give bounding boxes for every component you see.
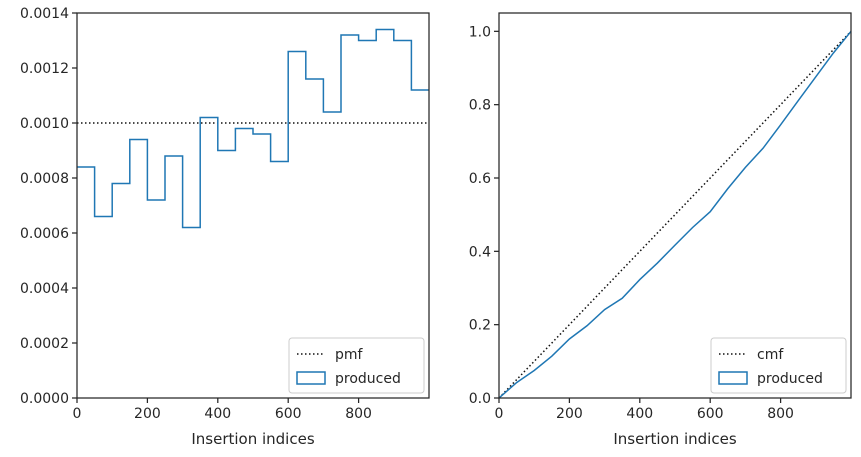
left-legend-produced-label: produced [335,371,401,387]
right-x-axis-label: Insertion indices [613,430,736,448]
left-y-tick-label: 0.0012 [20,61,69,77]
right-y-tick-label: 0.2 [469,318,491,334]
right-y-tick-label: 0.4 [469,244,491,260]
right-x-tick-label: 800 [767,406,794,422]
left-legend-pmf-label: pmf [335,347,364,363]
right-legend: cmf produced [710,337,847,394]
right-y-tick-label: 0.8 [469,98,491,114]
left-plot-area [77,28,429,229]
left-x-tick-label: 200 [134,406,161,422]
right-legend-box [710,337,847,394]
left-x-tick-label: 0 [73,406,82,422]
right-x-tick-label: 0 [495,406,504,422]
left-series-produced-line [77,28,429,229]
left-y-tick-label: 0.0006 [20,226,69,242]
left-y-tick-label: 0.0004 [20,281,69,297]
left-y-tick-label: 0.0014 [20,6,69,22]
right-panel: 0 200 400 600 800 0.0 0.2 0.4 0.6 0.8 1.0 Insertion… [469,12,852,448]
left-axes-frame [76,12,430,399]
right-series-produced-line [499,30,851,398]
left-legend: pmf produced [288,337,425,394]
left-y-tick-label: 0.0000 [20,391,69,407]
left-x-tick-label: 800 [345,406,372,422]
left-legend-produced-swatch [296,371,326,385]
right-y-tick-label: 0.6 [469,171,491,187]
left-y-tick-label: 0.0010 [20,116,69,132]
left-x-tick-label: 600 [275,406,302,422]
right-y-tick-label: 0.0 [469,391,491,407]
right-x-tick-label: 400 [626,406,653,422]
left-panel: 0 200 400 600 800 0.0000 0.0002 0.0004 0.0006 0.0… [20,6,430,448]
right-plot-area [499,30,851,398]
right-series-cmf-line [499,30,851,398]
left-x-axis-label: Insertion indices [191,430,314,448]
left-legend-box [288,337,425,394]
left-x-tick-label: 400 [204,406,231,422]
right-legend-produced-label: produced [757,371,823,387]
right-y-tick-label: 1.0 [469,24,491,40]
right-legend-produced-swatch [718,371,748,385]
right-legend-cmf-label: cmf [757,347,784,363]
right-x-tick-label: 600 [697,406,724,422]
left-y-tick-label: 0.0002 [20,336,69,352]
right-axes-frame [498,12,852,399]
right-x-tick-label: 200 [556,406,583,422]
left-y-tick-label: 0.0008 [20,171,69,187]
